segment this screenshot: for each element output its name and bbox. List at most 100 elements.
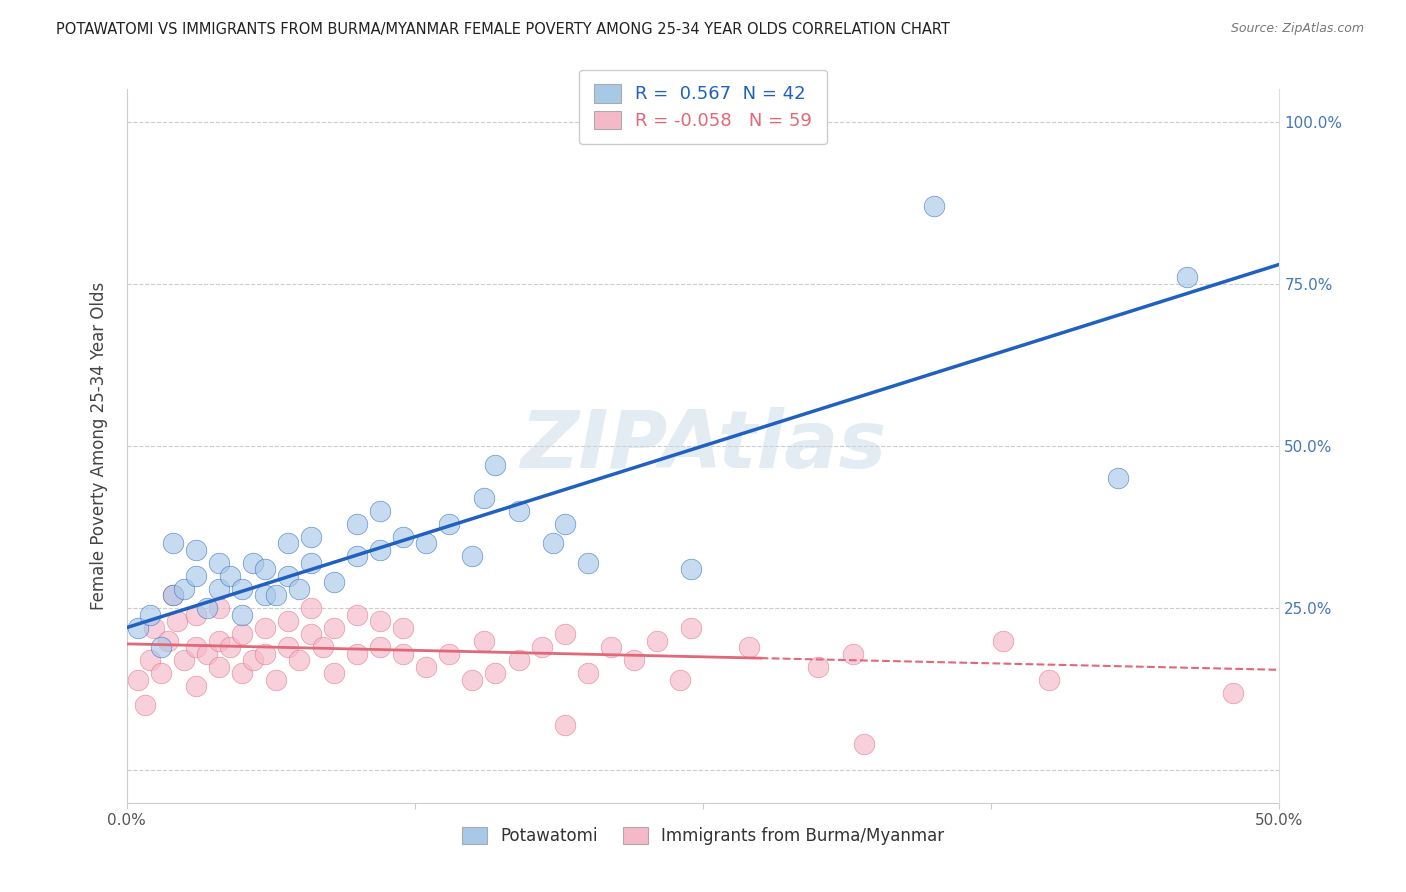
Point <box>991 633 1014 648</box>
Point <box>242 653 264 667</box>
Point <box>392 530 415 544</box>
Point <box>922 199 945 213</box>
Point <box>853 738 876 752</box>
Point <box>346 549 368 564</box>
Point <box>208 633 231 648</box>
Point <box>472 491 495 505</box>
Point <box>368 614 391 628</box>
Point <box>219 640 242 654</box>
Point <box>253 621 276 635</box>
Point <box>368 640 391 654</box>
Point <box>323 575 346 590</box>
Point <box>127 621 149 635</box>
Point <box>392 621 415 635</box>
Point <box>277 536 299 550</box>
Point <box>623 653 645 667</box>
Point <box>162 588 184 602</box>
Point <box>392 647 415 661</box>
Point <box>368 542 391 557</box>
Point <box>541 536 564 550</box>
Point <box>368 504 391 518</box>
Point <box>599 640 621 654</box>
Point <box>231 666 253 681</box>
Point <box>134 698 156 713</box>
Point <box>508 653 530 667</box>
Point <box>138 653 160 667</box>
Point <box>484 458 506 473</box>
Point <box>184 679 207 693</box>
Point <box>461 549 484 564</box>
Point <box>157 633 180 648</box>
Point <box>242 556 264 570</box>
Point <box>173 653 195 667</box>
Point <box>277 640 299 654</box>
Point <box>807 659 830 673</box>
Point <box>576 666 599 681</box>
Text: Source: ZipAtlas.com: Source: ZipAtlas.com <box>1230 22 1364 36</box>
Point <box>299 556 322 570</box>
Text: ZIPAtlas: ZIPAtlas <box>520 407 886 485</box>
Y-axis label: Female Poverty Among 25-34 Year Olds: Female Poverty Among 25-34 Year Olds <box>90 282 108 610</box>
Point <box>299 601 322 615</box>
Point <box>472 633 495 648</box>
Point <box>530 640 553 654</box>
Point <box>277 568 299 582</box>
Point <box>277 614 299 628</box>
Point <box>346 516 368 531</box>
Point <box>127 673 149 687</box>
Point <box>208 582 231 596</box>
Point <box>266 673 288 687</box>
Point <box>253 588 276 602</box>
Point <box>173 582 195 596</box>
Point <box>681 621 703 635</box>
Point <box>415 659 437 673</box>
Point <box>184 607 207 622</box>
Point <box>143 621 166 635</box>
Point <box>323 666 346 681</box>
Point <box>184 568 207 582</box>
Point <box>346 647 368 661</box>
Point <box>166 614 188 628</box>
Point <box>645 633 668 648</box>
Point <box>738 640 761 654</box>
Point <box>1222 685 1244 699</box>
Point <box>576 556 599 570</box>
Point <box>150 640 173 654</box>
Text: POTAWATOMI VS IMMIGRANTS FROM BURMA/MYANMAR FEMALE POVERTY AMONG 25-34 YEAR OLDS: POTAWATOMI VS IMMIGRANTS FROM BURMA/MYAN… <box>56 22 950 37</box>
Point <box>253 562 276 576</box>
Point <box>150 666 173 681</box>
Point <box>554 627 576 641</box>
Point <box>346 607 368 622</box>
Point <box>299 627 322 641</box>
Point <box>231 607 253 622</box>
Point <box>842 647 865 661</box>
Point <box>184 640 207 654</box>
Point <box>195 647 218 661</box>
Point <box>231 582 253 596</box>
Point <box>195 601 218 615</box>
Point <box>1175 270 1198 285</box>
Point <box>439 647 461 661</box>
Point <box>669 673 692 687</box>
Point <box>208 659 231 673</box>
Point <box>253 647 276 661</box>
Point <box>231 627 253 641</box>
Point <box>299 530 322 544</box>
Point <box>1107 471 1129 485</box>
Point <box>162 588 184 602</box>
Point <box>162 536 184 550</box>
Point <box>184 542 207 557</box>
Point <box>484 666 506 681</box>
Point <box>219 568 242 582</box>
Point <box>208 556 231 570</box>
Point <box>554 718 576 732</box>
Point <box>288 653 311 667</box>
Point <box>681 562 703 576</box>
Point <box>415 536 437 550</box>
Point <box>1038 673 1060 687</box>
Point <box>554 516 576 531</box>
Point <box>461 673 484 687</box>
Point <box>323 621 346 635</box>
Legend: Potawatomi, Immigrants from Burma/Myanmar: Potawatomi, Immigrants from Burma/Myanma… <box>449 814 957 859</box>
Point <box>508 504 530 518</box>
